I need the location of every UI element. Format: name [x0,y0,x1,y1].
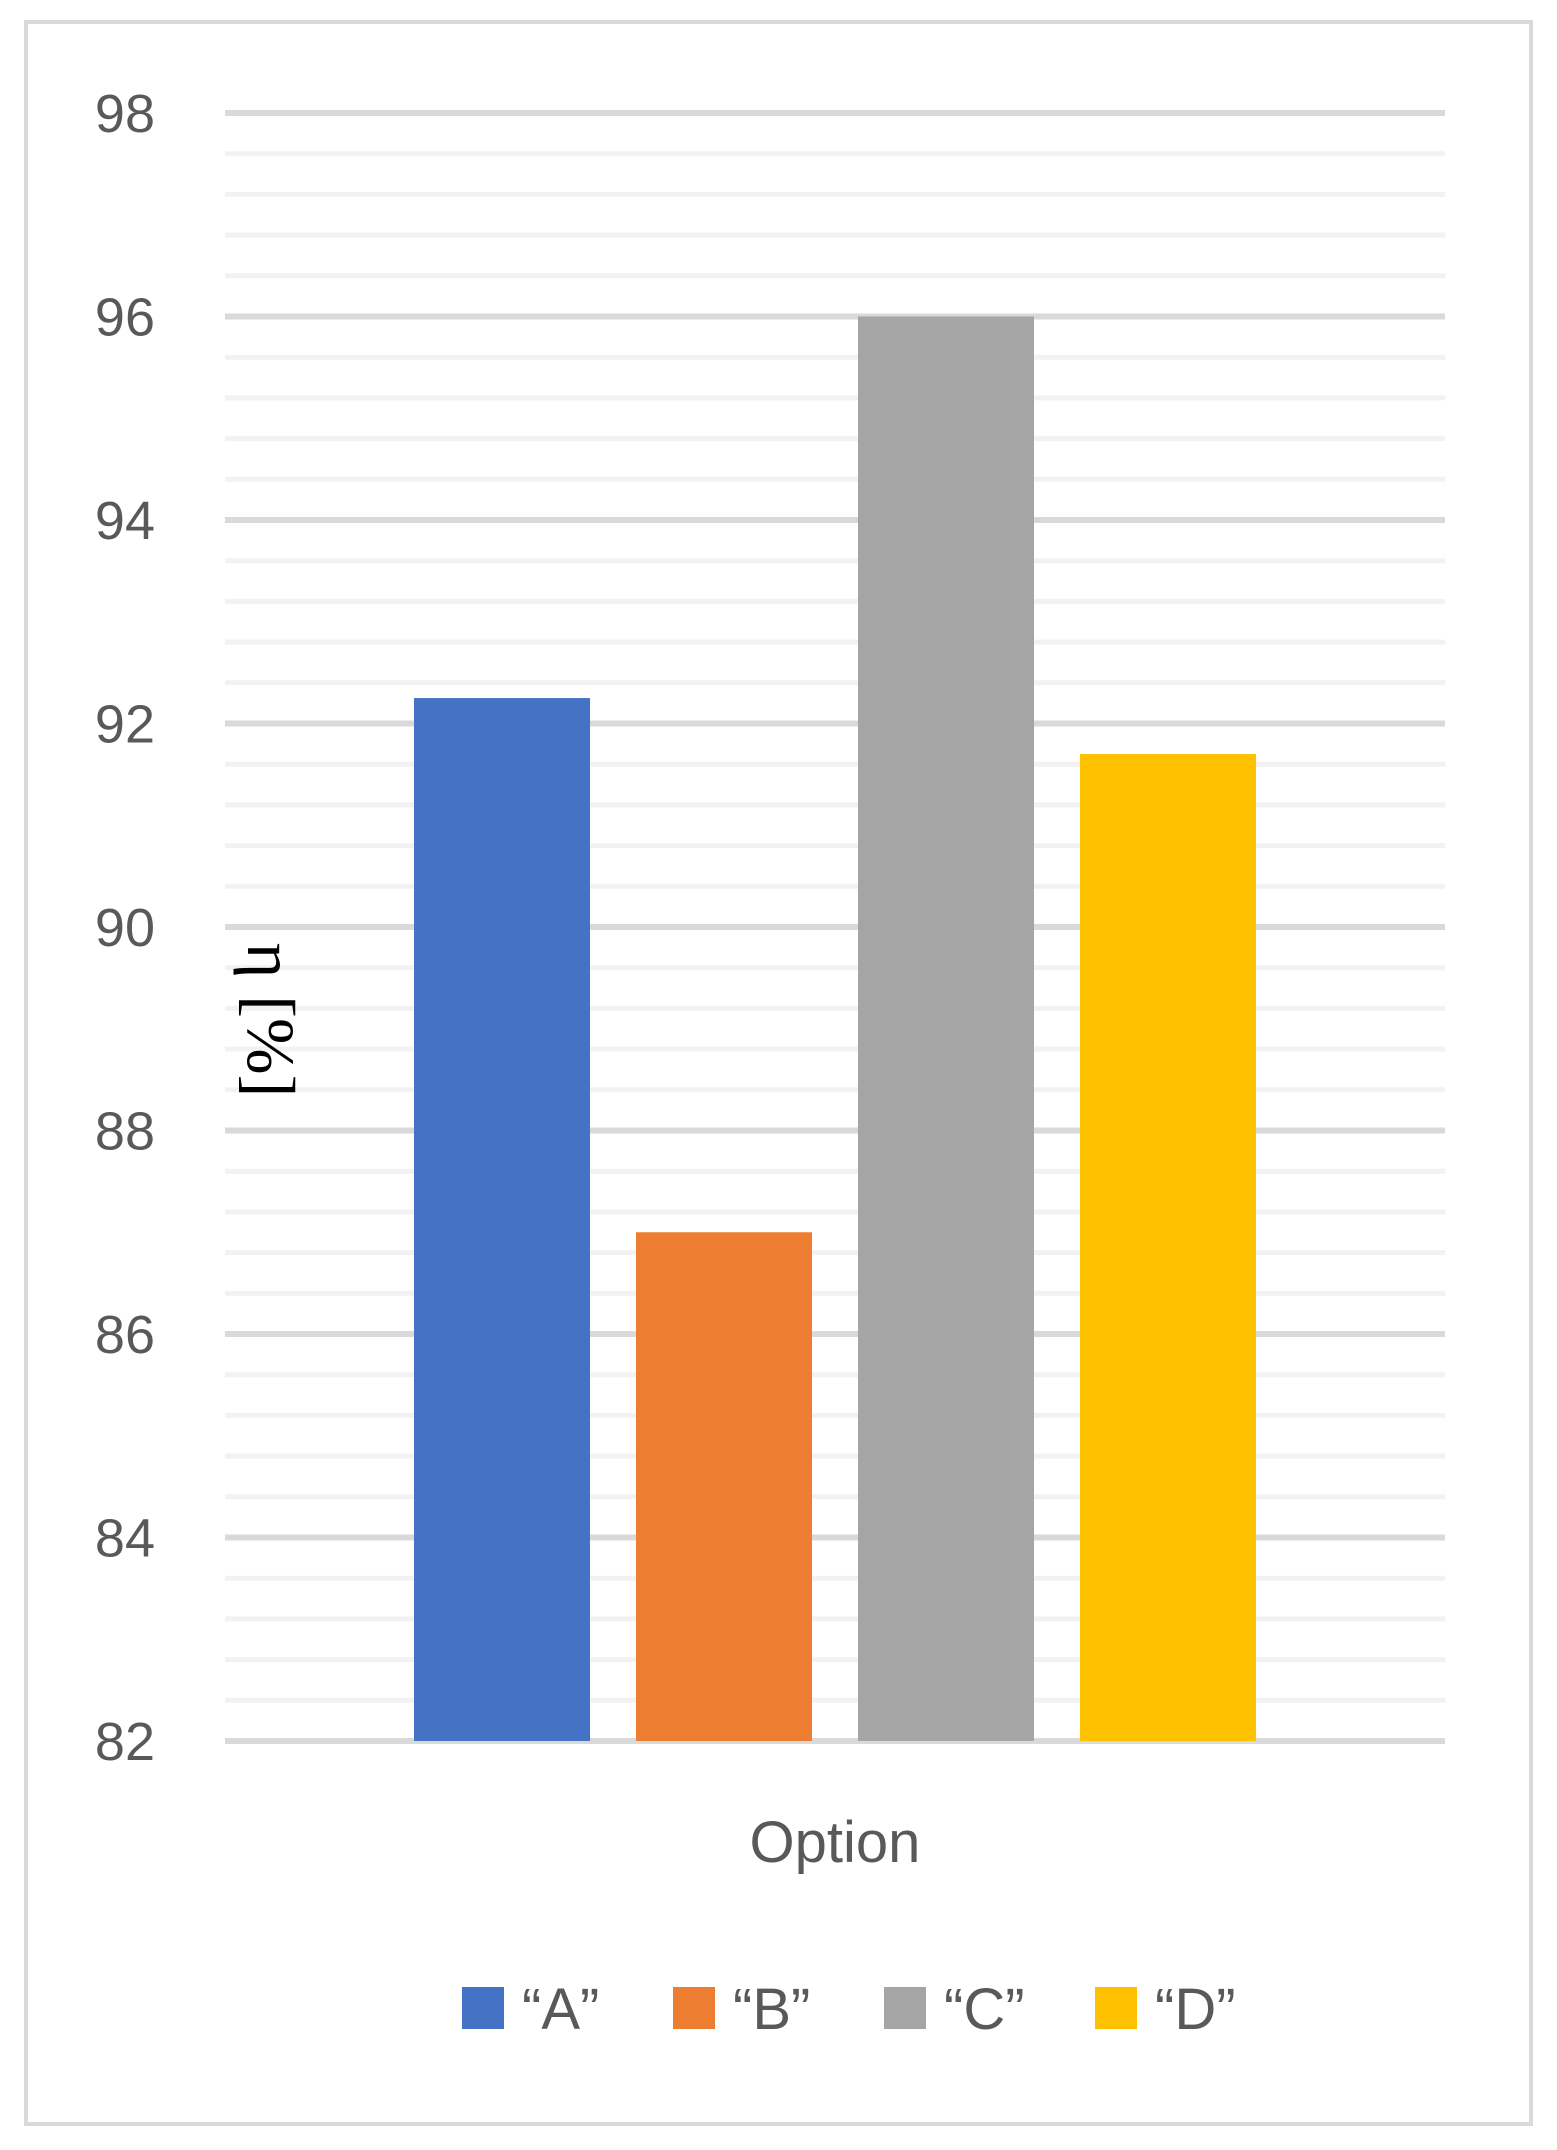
legend-label: “A” [522,1977,599,2042]
y-tick-label: 88 [95,1102,155,1162]
legend-label: “D” [1155,1977,1236,2042]
legend-swatch [462,1987,504,2029]
legend-label: “B” [733,1977,810,2042]
bar [414,698,590,1741]
legend-swatch [673,1987,715,2029]
legend-swatch [1095,1987,1137,2029]
x-axis-title: Option [750,1810,921,1875]
y-tick-label: 92 [95,695,155,755]
y-tick-label: 90 [95,898,155,958]
y-tick-label: 84 [95,1509,155,1569]
y-tick-label: 98 [95,84,155,144]
y-tick-label: 94 [95,491,155,551]
chart-frame [24,20,1533,2126]
y-tick-labels: 82 84 86 88 90 92 94 96 98 [95,84,155,1772]
legend-swatch [884,1987,926,2029]
y-tick-label: 86 [95,1305,155,1365]
y-tick-label: 82 [95,1712,155,1772]
bars [414,316,1256,1741]
y-tick-label: 96 [95,288,155,348]
y-axis-title: η [%] [233,943,309,1098]
bar [636,1232,812,1741]
legend: “A” “B” “C” “D” [462,1977,1236,2042]
bar [1080,754,1256,1741]
bar [858,316,1034,1741]
legend-label: “C” [944,1977,1025,2042]
